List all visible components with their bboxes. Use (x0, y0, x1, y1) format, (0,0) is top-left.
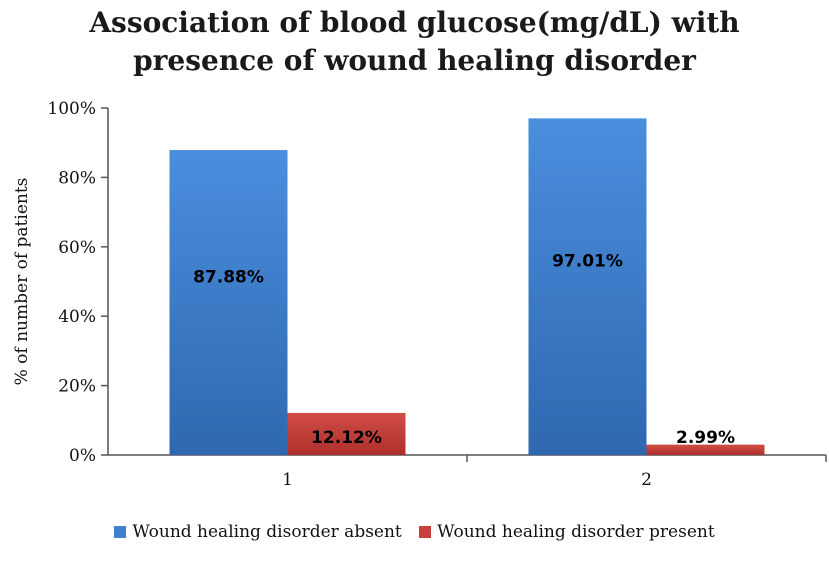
bar-series-2-cat-2 (646, 444, 765, 455)
y-axis-label: % of number of patients (12, 178, 32, 386)
y-tick-label: 0% (69, 446, 96, 466)
chart-data-labels: 87.88% 12.12% 97.01% 2.99% (193, 252, 735, 448)
y-tick-label: 100% (47, 99, 96, 119)
legend-item-present: Wound healing disorder present (419, 522, 715, 542)
y-tick-label: 80% (58, 168, 96, 188)
bar-series-1-cat-1 (169, 150, 288, 455)
data-label-series-2-cat-2: 2.99% (676, 428, 735, 448)
legend-label-present: Wound healing disorder present (437, 522, 715, 542)
data-label-series-2-cat-1: 12.12% (311, 428, 382, 448)
chart-axes: 0% 20% 40% 60% 80% 100% % of number of patient… (12, 99, 827, 490)
chart-legend: Wound healing disorder absent Wound heal… (0, 522, 829, 543)
bar-series-2-cat-1 (287, 412, 406, 455)
legend-item-absent: Wound healing disorder absent (114, 522, 402, 542)
chart-bars (169, 118, 765, 455)
chart-title: Association of blood glucose(mg/dL) with… (0, 4, 829, 80)
legend-swatch-absent (114, 526, 127, 538)
chart-title-line-1: Association of blood glucose(mg/dL) with (89, 6, 740, 39)
data-label-series-1-cat-1: 87.88% (193, 268, 264, 288)
bar-series-1-cat-2 (528, 118, 647, 455)
y-tick-label: 20% (58, 377, 96, 397)
x-tick-label: 1 (282, 470, 293, 490)
y-tick-label: 60% (58, 238, 96, 258)
chart-title-line-2: presence of wound healing disorder (133, 44, 696, 77)
x-tick-label: 2 (641, 470, 652, 490)
legend-swatch-present (419, 526, 432, 538)
data-label-series-1-cat-2: 97.01% (552, 252, 623, 272)
legend-label-absent: Wound healing disorder absent (132, 522, 402, 542)
y-tick-label: 40% (58, 307, 96, 327)
